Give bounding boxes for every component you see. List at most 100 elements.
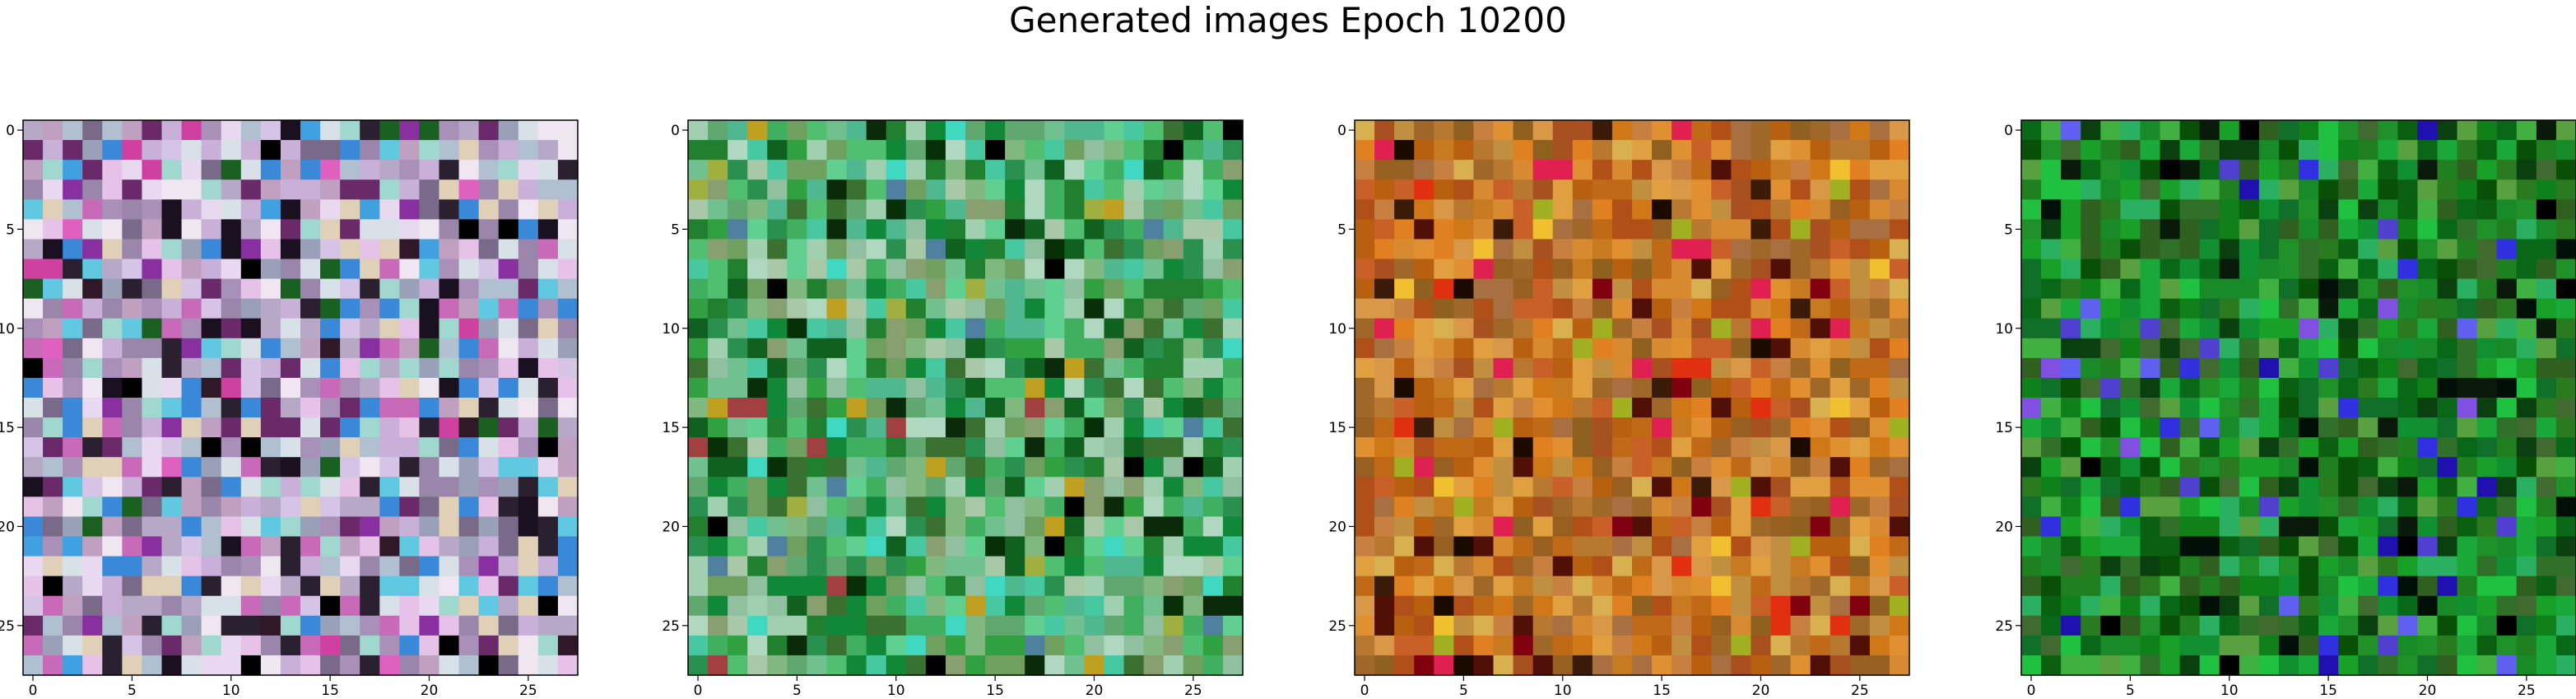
pixel <box>2358 635 2378 656</box>
pixel <box>2437 338 2458 359</box>
pixel <box>300 179 321 200</box>
pixel <box>2219 179 2240 200</box>
pixel <box>498 259 519 280</box>
pixel <box>2358 516 2378 538</box>
pixel <box>2219 398 2240 418</box>
pixel <box>2179 318 2201 339</box>
pixel <box>2120 595 2141 617</box>
pixel <box>478 199 500 220</box>
y-tick-label: 0 <box>6 123 15 139</box>
pixel <box>2239 120 2260 141</box>
pixel <box>260 377 281 398</box>
pixel <box>161 655 183 676</box>
pixel <box>340 477 360 497</box>
pixel <box>122 199 143 220</box>
pixel <box>43 298 63 319</box>
pixel <box>2378 457 2398 478</box>
pixel <box>221 120 242 141</box>
pixel <box>360 377 380 398</box>
pixel <box>2358 160 2378 180</box>
pixel <box>2536 219 2557 240</box>
pixel <box>2437 179 2458 200</box>
pixel <box>478 635 500 656</box>
pixel <box>360 239 380 260</box>
pixel <box>2299 516 2319 538</box>
pixel <box>2041 655 2062 676</box>
pixel <box>221 635 242 656</box>
pixel <box>340 318 360 339</box>
pixel <box>2199 595 2220 617</box>
pixel <box>240 140 262 161</box>
pixel <box>2338 239 2359 260</box>
pixel <box>201 120 222 141</box>
pixel <box>201 398 222 418</box>
pixel <box>2100 536 2121 557</box>
pixel <box>43 120 63 141</box>
y-tick-label: 10 <box>0 321 15 338</box>
pixel <box>122 377 143 398</box>
pixel <box>340 655 360 676</box>
pixel <box>2061 556 2081 577</box>
pixel <box>2081 536 2101 557</box>
pixel <box>2219 338 2240 359</box>
pixel <box>2021 655 2042 676</box>
pixel <box>2081 417 2101 438</box>
pixel <box>122 556 143 577</box>
pixel <box>300 219 321 240</box>
pixel <box>201 298 222 319</box>
pixel <box>122 140 143 161</box>
pixel <box>161 398 183 418</box>
pixel <box>2061 357 2081 379</box>
pixel <box>82 278 103 300</box>
pixel <box>43 496 63 518</box>
pixel <box>518 259 539 280</box>
pixel <box>708 140 728 161</box>
pixel <box>2437 516 2458 538</box>
pixel <box>2536 140 2557 161</box>
pixel <box>2179 239 2201 260</box>
pixel <box>557 377 579 398</box>
pixel <box>2318 357 2339 379</box>
pixel <box>340 357 360 379</box>
pixel <box>2516 298 2537 319</box>
pixel <box>458 655 480 676</box>
pixel <box>458 318 480 339</box>
pixel <box>201 496 222 518</box>
pixel <box>221 615 242 636</box>
pixel <box>221 179 242 200</box>
pixel <box>181 655 202 676</box>
pixel <box>557 655 579 676</box>
pixel <box>201 219 222 240</box>
pixel <box>2417 576 2439 597</box>
pixel <box>439 516 460 538</box>
pixel <box>142 160 163 180</box>
pixel <box>340 398 360 418</box>
pixel <box>2239 140 2260 161</box>
pixel <box>340 536 360 557</box>
pixel <box>2041 259 2062 280</box>
pixel <box>2160 398 2181 418</box>
pixel <box>2516 417 2537 438</box>
pixel <box>320 199 341 220</box>
pixel <box>142 417 163 438</box>
pixel <box>2081 160 2101 180</box>
pixel <box>2219 615 2240 636</box>
pixel <box>2219 516 2240 538</box>
pixel <box>925 120 946 141</box>
pixel <box>2179 417 2201 438</box>
pixel <box>102 179 123 200</box>
pixel <box>419 219 440 240</box>
pixel <box>2160 120 2181 141</box>
pixel <box>518 120 539 141</box>
pixel <box>181 595 202 617</box>
pixel <box>340 457 360 478</box>
pixel <box>340 595 360 617</box>
pixel <box>2239 417 2260 438</box>
pixel <box>280 595 301 617</box>
pixel <box>498 298 519 319</box>
pixel <box>2258 199 2280 220</box>
pixel <box>161 377 183 398</box>
pixel <box>23 377 44 398</box>
pixel <box>122 160 143 180</box>
pixel <box>280 417 301 438</box>
